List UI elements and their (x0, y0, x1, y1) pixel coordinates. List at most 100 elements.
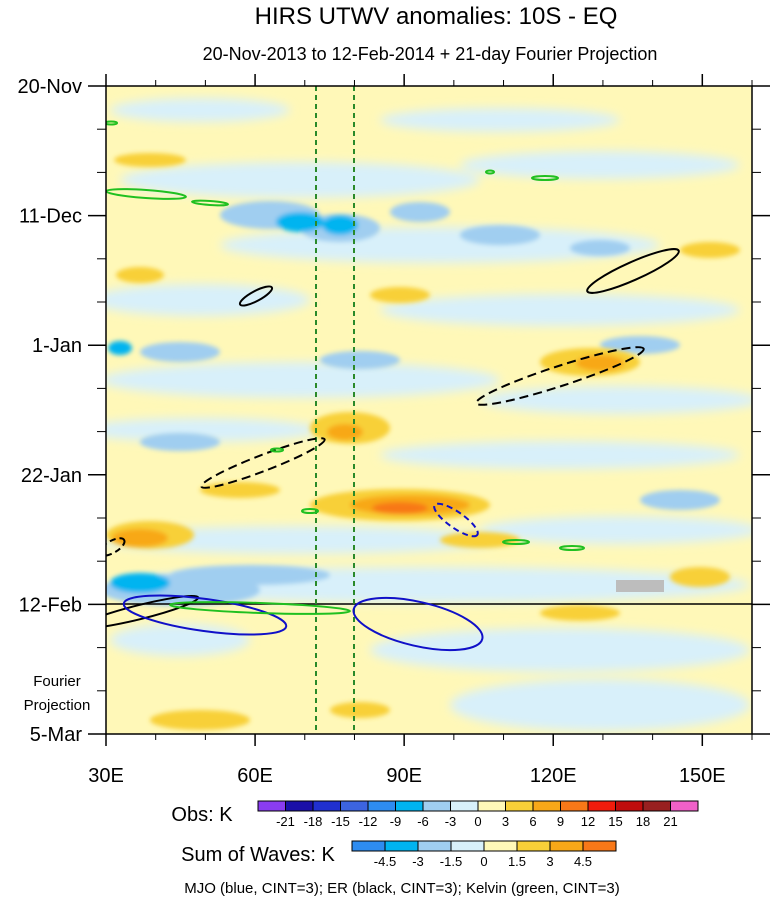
mjo-contour (433, 502, 479, 538)
legend-level-label: 15 (608, 814, 622, 829)
mjo-wave-contours (122, 502, 484, 652)
plot-area (106, 86, 752, 734)
y-tick-label: 12-Feb (19, 594, 82, 616)
legend-level-label: -12 (359, 814, 378, 829)
legend-swatch (450, 800, 479, 812)
legend-swatch (505, 800, 534, 812)
heat-blob (110, 573, 170, 593)
legend-swatch (582, 840, 617, 852)
heat-blob (330, 702, 390, 718)
waves-legend-label: Sum of Waves: K (181, 844, 335, 866)
legend-swatch (285, 800, 314, 812)
legend-swatch (615, 800, 644, 812)
legend-level-label: 18 (636, 814, 650, 829)
heat-blob (114, 153, 186, 167)
legend-level-label: 3 (546, 854, 553, 869)
heat-blob (680, 242, 740, 258)
heat-blob (150, 710, 250, 730)
obs-legend-label: Obs: K (171, 804, 233, 826)
legend-swatch (560, 800, 589, 812)
heat-blob (380, 294, 740, 326)
er-contour (475, 346, 645, 406)
legend-swatch (384, 840, 419, 852)
legend-level-label: -15 (331, 814, 350, 829)
legend-level-label: 0 (474, 814, 481, 829)
legend-level-label: 1.5 (508, 854, 526, 869)
legend-level-label: -4.5 (374, 854, 396, 869)
legend-swatch (587, 800, 616, 812)
heat-blob (480, 516, 752, 544)
legend-level-label: -1.5 (440, 854, 462, 869)
legend-level-label: 0 (480, 854, 487, 869)
heat-blob (108, 341, 132, 355)
heat-blob (106, 284, 310, 316)
kelvin-contour (270, 447, 284, 453)
waves-legend: -4.5 -3 -1.5 0 1.5 3 4.5 (351, 840, 617, 869)
heat-blob (120, 162, 480, 198)
legend-level-label: 21 (663, 814, 677, 829)
legend-swatch (367, 800, 396, 812)
kelvin-contour (531, 175, 559, 181)
heat-blob (480, 386, 752, 414)
legend-swatch (395, 800, 424, 812)
y-tick-label: 5-Mar (30, 724, 83, 746)
heat-blob (276, 212, 324, 232)
legend-level-label: -21 (276, 814, 295, 829)
heat-blob (106, 362, 500, 398)
footer-caption: MJO (blue, CINT=3); ER (black, CINT=3); … (184, 880, 620, 897)
x-tick-label: 60E (237, 765, 273, 787)
legend-swatch (312, 800, 341, 812)
kelvin-contour (169, 601, 351, 615)
heat-blob (576, 355, 624, 371)
legend-level-label: 3 (502, 814, 509, 829)
heat-blob (320, 351, 400, 369)
mjo-contour (122, 594, 288, 636)
x-tick-label: 120E (530, 765, 577, 787)
projection-label-line2: Projection (24, 697, 91, 714)
heat-blob (600, 336, 680, 354)
er-wave-contours (106, 248, 680, 630)
legend-level-label: -3 (412, 854, 424, 869)
legend-swatch (516, 840, 551, 852)
heat-blob (380, 108, 620, 132)
heat-blob (200, 482, 280, 498)
obs-legend: -21 -18 -15 -12 -9 -6 -3 0 3 6 9 12 15 18 21 (257, 800, 699, 829)
heat-blob (106, 526, 500, 554)
x-tick-label: 30E (88, 765, 124, 787)
legend-swatch (417, 840, 452, 852)
legend-level-label: 4.5 (574, 854, 592, 869)
legend-swatch (257, 800, 286, 812)
legend-swatch (422, 800, 451, 812)
heat-blob (370, 287, 430, 303)
x-tick-label: 150E (679, 765, 726, 787)
legend-level-label: -3 (445, 814, 457, 829)
kelvin-wave-contours (106, 120, 585, 615)
heat-blob (116, 267, 164, 283)
heat-blob (460, 225, 540, 245)
legend-level-label: -18 (304, 814, 323, 829)
legend-swatch (642, 800, 671, 812)
y-tick-label: 20-Nov (18, 76, 82, 98)
mjo-contour (352, 596, 484, 652)
er-contour (106, 537, 126, 557)
projection-label-line1: Fourier (33, 673, 81, 690)
legend-swatch (532, 800, 561, 812)
heat-blob (390, 202, 450, 222)
er-contour (200, 437, 326, 489)
heat-blob (440, 532, 520, 548)
heat-blob (670, 567, 730, 587)
legend-level-label: 6 (529, 814, 536, 829)
heat-blob (460, 151, 740, 179)
kelvin-contour (559, 545, 585, 551)
heat-blob (112, 529, 168, 547)
kelvin-contour (106, 120, 118, 126)
heat-blob (370, 628, 750, 672)
heat-blob (540, 605, 620, 621)
legend-level-label: 9 (557, 814, 564, 829)
plot-frame (105, 85, 753, 735)
legend-swatch (340, 800, 369, 812)
heat-blob (140, 342, 220, 362)
kelvin-contour (502, 539, 530, 545)
x-tick-label: 90E (386, 765, 422, 787)
